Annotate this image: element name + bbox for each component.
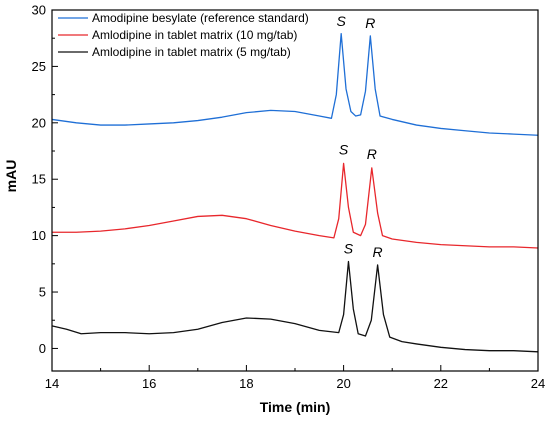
x-tick-label-22: 22 — [434, 376, 448, 391]
series-line-1 — [51, 33, 539, 136]
peak-annotations: S R S R S R — [336, 13, 382, 260]
y-tick-label-20: 20 — [32, 115, 46, 130]
x-axis-title: Time (min) — [260, 399, 331, 415]
peak-label-4: R — [367, 146, 377, 162]
legend-label-1: Amodipine besylate (reference standard) — [92, 11, 309, 25]
series-line-2 — [52, 162, 539, 249]
y-tick-label-15: 15 — [32, 172, 46, 187]
x-tick-label-16: 16 — [142, 376, 156, 391]
legend: Amodipine besylate (reference standard) A… — [58, 11, 309, 59]
plot-frame — [51, 9, 539, 372]
axes: 14 16 18 20 22 24 0 5 10 15 20 25 30 — [32, 3, 546, 392]
peak-label-5: S — [344, 241, 354, 257]
legend-label-2: Amlodipine in tablet matrix (10 mg/tab) — [92, 28, 297, 42]
y-tick-label-25: 25 — [32, 59, 46, 74]
peak-label-6: R — [373, 244, 383, 260]
x-tick-label-20: 20 — [336, 376, 350, 391]
y-tick-label-0: 0 — [39, 341, 46, 356]
series-line-3 — [51, 260, 539, 353]
peak-label-1: S — [336, 13, 346, 29]
legend-label-3: Amlodipine in tablet matrix (5 mg/tab) — [92, 45, 291, 59]
y-tick-label-30: 30 — [32, 3, 46, 18]
y-tick-label-5: 5 — [39, 285, 46, 300]
x-tick-label-24: 24 — [531, 376, 545, 391]
x-tick-label-18: 18 — [239, 376, 253, 391]
x-tick-label-14: 14 — [45, 376, 59, 391]
peak-label-3: S — [339, 141, 349, 157]
peak-label-2: R — [365, 15, 375, 31]
plot-traces — [51, 33, 539, 353]
y-axis-title: mAU — [3, 160, 19, 193]
y-tick-label-10: 10 — [32, 228, 46, 243]
